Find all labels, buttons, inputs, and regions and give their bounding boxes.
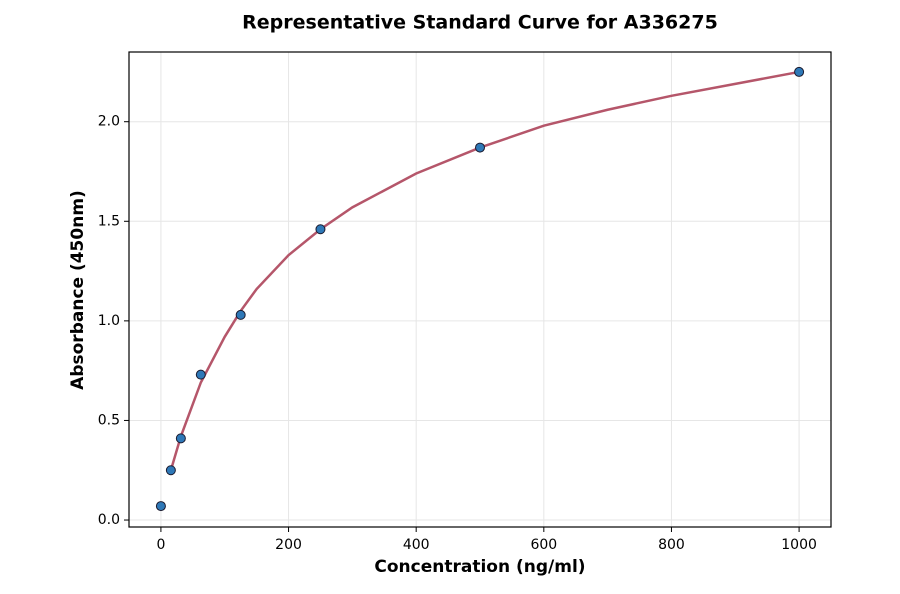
chart-title: Representative Standard Curve for A33627…	[242, 12, 718, 34]
y-axis-label: Absorbance (450nm)	[68, 190, 88, 390]
x-tick-label: 600	[530, 537, 557, 553]
y-tick-label: 1.5	[98, 213, 120, 229]
x-axis-label: Concentration (ng/ml)	[374, 557, 585, 577]
data-point	[165, 465, 176, 476]
data-point	[175, 433, 186, 444]
data-point	[315, 224, 326, 235]
y-tick-label: 2.0	[98, 114, 120, 130]
y-tick-label: 1.0	[98, 313, 120, 329]
data-point	[195, 369, 206, 380]
x-tick-label: 1000	[781, 537, 817, 553]
data-point	[794, 66, 805, 77]
x-tick-label: 800	[658, 537, 685, 553]
y-tick-label: 0.5	[98, 412, 120, 428]
fit-curve	[169, 70, 800, 471]
x-tick-label: 200	[275, 537, 302, 553]
data-point	[155, 501, 166, 512]
data-point	[235, 309, 246, 320]
data-point	[475, 142, 485, 153]
x-tick-label: 400	[403, 537, 430, 553]
y-tick-label: 0.0	[98, 512, 120, 528]
x-tick-label: 0	[156, 537, 165, 553]
plot-frame	[128, 51, 832, 528]
